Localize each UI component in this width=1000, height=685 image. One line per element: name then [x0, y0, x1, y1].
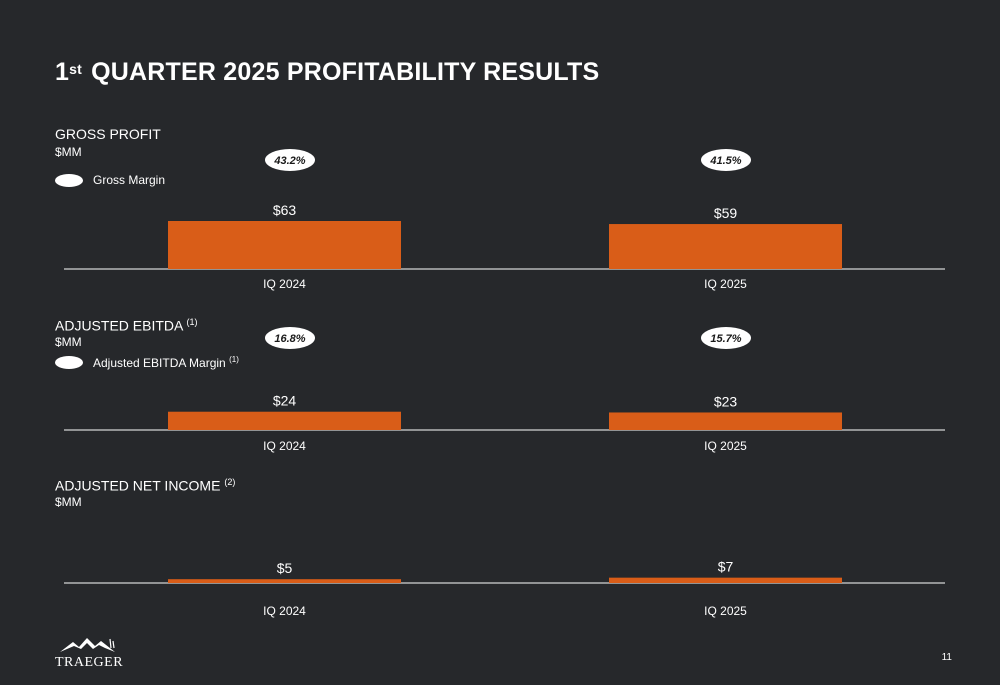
legend: Gross Margin	[55, 173, 165, 187]
category-label: IQ 2025	[704, 439, 747, 453]
logo-text: TRAEGER	[55, 655, 124, 670]
value-label: $63	[273, 202, 297, 218]
bar	[168, 411, 401, 430]
category-label: IQ 2024	[263, 277, 306, 291]
section-unit: $MM	[55, 495, 82, 509]
section-unit: $MM	[55, 145, 82, 159]
bar	[609, 224, 842, 269]
margin-label: 15.7%	[710, 333, 741, 345]
bar	[168, 221, 401, 269]
bar	[168, 579, 401, 583]
category-label: IQ 2024	[263, 604, 306, 618]
value-label: $7	[718, 559, 734, 575]
section-title: GROSS PROFIT	[55, 126, 161, 142]
category-label: IQ 2025	[704, 604, 747, 618]
margin-badge	[701, 149, 751, 171]
legend-swatch	[55, 356, 83, 369]
page-number: 11	[941, 652, 952, 663]
category-label: IQ 2024	[263, 439, 306, 453]
bar	[609, 577, 842, 583]
traeger-mountain-logo-icon	[60, 638, 115, 652]
value-label: $59	[714, 205, 738, 221]
margin-badge	[265, 327, 315, 349]
section-title: ADJUSTED NET INCOME (2)	[55, 477, 236, 494]
section-title: ADJUSTED EBITDA (1)	[55, 317, 198, 334]
value-label: $24	[273, 393, 297, 409]
margin-label: 41.5%	[709, 155, 741, 167]
value-label: $5	[277, 560, 293, 576]
legend-label: Adjusted EBITDA Margin (1)	[93, 355, 239, 370]
slide-title: 1st QUARTER 2025 PROFITABILITY RESULTS	[55, 58, 600, 86]
legend: Adjusted EBITDA Margin (1)	[55, 355, 239, 370]
value-label: $23	[714, 393, 738, 409]
bar	[609, 412, 842, 430]
margin-badge	[701, 327, 751, 349]
legend-label: Gross Margin	[93, 173, 166, 187]
margin-label: 43.2%	[273, 155, 305, 167]
margin-badge	[265, 149, 315, 171]
category-label: IQ 2025	[704, 277, 747, 291]
section-unit: $MM	[55, 335, 82, 349]
margin-label: 16.8%	[274, 333, 305, 345]
legend-swatch	[55, 173, 83, 187]
